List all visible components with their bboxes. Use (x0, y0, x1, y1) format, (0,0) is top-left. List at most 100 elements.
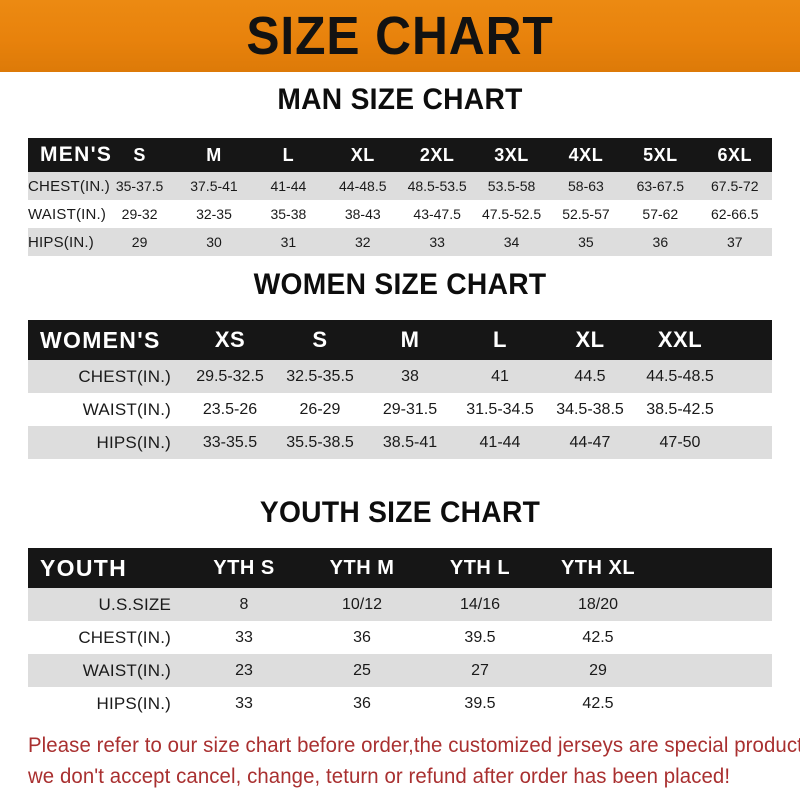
women-row-label: WAIST(IN.) (82, 399, 171, 419)
men-size-header: XL (350, 144, 375, 165)
women-row-label: CHEST(IN.) (78, 366, 171, 386)
table-row: WAIST(IN.) 23 25 27 29 (28, 654, 772, 687)
men-cell: 35-37.5 (115, 178, 164, 194)
women-cell: 33-35.5 (202, 433, 258, 451)
men-size-header: L (282, 144, 295, 165)
women-size-header: XS (214, 327, 246, 352)
women-size-header: XXL (657, 327, 703, 352)
men-size-table: MEN'S S M L XL 2XL 3XL 4XL 5XL 6XL CHEST… (28, 138, 772, 256)
table-row: HIPS(IN.) 33 36 39.5 42.5 (28, 687, 772, 720)
youth-cell: 36 (353, 694, 371, 712)
men-size-header: M (206, 144, 222, 165)
men-cell: 29 (131, 234, 148, 250)
youth-cell: 14/16 (459, 595, 501, 613)
women-size-header: M (400, 327, 420, 352)
women-cell: 31.5-34.5 (466, 400, 534, 418)
women-row-label: HIPS(IN.) (96, 432, 171, 452)
women-cell: 29-31.5 (382, 400, 438, 418)
women-cell: 38 (401, 367, 419, 385)
men-cell: 36 (652, 234, 669, 250)
youth-row-spacer (657, 621, 772, 654)
women-header-row: WOMEN'S XS S M L XL XXL (28, 320, 772, 360)
women-size-table: WOMEN'S XS S M L XL XXL CHEST(IN.) 29.5-… (28, 320, 772, 459)
women-cell: 44.5-48.5 (646, 367, 714, 385)
women-cell: 23.5-26 (202, 400, 258, 418)
women-cell: 38.5-42.5 (646, 400, 714, 418)
women-cell: 29.5-32.5 (196, 367, 264, 385)
youth-row-label: CHEST(IN.) (78, 627, 171, 647)
youth-header-spacer (657, 548, 772, 588)
men-cell: 43-47.5 (413, 206, 461, 222)
men-cell: 52.5-57 (562, 206, 610, 222)
women-size-header: XL (575, 327, 605, 352)
men-size-header: 6XL (717, 144, 753, 165)
youth-cell: 18/20 (577, 595, 619, 613)
men-cell: 47.5-52.5 (481, 206, 542, 222)
men-cell: 44-48.5 (339, 178, 387, 194)
youth-size-header: YTH XL (560, 556, 636, 579)
men-size-header: 2XL (419, 144, 455, 165)
men-cell: 62-66.5 (711, 206, 759, 222)
youth-row-spacer (657, 687, 772, 720)
table-row: HIPS(IN.) 29 30 31 32 33 34 35 36 37 (28, 228, 772, 256)
men-cell: 53.5-58 (487, 178, 536, 194)
youth-cell: 29 (589, 661, 607, 679)
women-cell: 32.5-35.5 (286, 367, 354, 385)
women-row-spacer (725, 360, 772, 393)
youth-table-head: YOUTH YTH S YTH M YTH L YTH XL (28, 548, 772, 588)
men-corner-label: MEN'S (40, 143, 113, 166)
women-header-spacer (725, 320, 772, 360)
men-cell: 67.5-72 (711, 178, 759, 194)
youth-table-body: U.S.SIZE 8 10/12 14/16 18/20 CHEST(IN.) … (28, 588, 772, 720)
youth-row-spacer (657, 588, 772, 621)
women-cell: 47-50 (659, 433, 701, 451)
women-table-head: WOMEN'S XS S M L XL XXL (28, 320, 772, 360)
youth-corner-label: YOUTH (40, 554, 127, 581)
men-size-header: 5XL (643, 144, 678, 165)
table-row: WAIST(IN.) 29-32 32-35 35-38 38-43 43-47… (28, 200, 772, 228)
page-title: SIZE CHART (246, 6, 554, 66)
men-cell: 34 (503, 234, 520, 250)
men-cell: 38-43 (344, 206, 381, 222)
youth-size-header: YTH M (329, 556, 395, 579)
women-table-body: CHEST(IN.) 29.5-32.5 32.5-35.5 38 41 44.… (28, 360, 772, 459)
youth-row-spacer (657, 654, 772, 687)
youth-cell: 33 (235, 694, 253, 712)
men-table-head: MEN'S S M L XL 2XL 3XL 4XL 5XL 6XL (28, 138, 772, 172)
women-section-title: WOMEN SIZE CHART (253, 268, 547, 301)
men-cell: 63-67.5 (636, 178, 685, 194)
men-cell: 33 (429, 234, 445, 250)
youth-row-label: HIPS(IN.) (96, 693, 171, 713)
youth-header-row: YOUTH YTH S YTH M YTH L YTH XL (28, 548, 772, 588)
men-cell: 29-32 (121, 206, 158, 222)
men-cell: 41-44 (270, 178, 307, 194)
men-cell: 35-38 (270, 206, 307, 222)
men-cell: 37 (726, 234, 743, 250)
youth-size-table: YOUTH YTH S YTH M YTH L YTH XL U.S.SIZE … (28, 548, 772, 720)
women-cell: 44.5 (574, 367, 606, 385)
men-cell: 57-62 (642, 206, 679, 222)
youth-cell: 25 (353, 661, 371, 679)
men-cell: 35 (578, 234, 594, 250)
table-row: U.S.SIZE 8 10/12 14/16 18/20 (28, 588, 772, 621)
disclaimer-note: Please refer to our size chart before or… (28, 730, 800, 792)
men-table-body: CHEST(IN.) 35-37.5 37.5-41 41-44 44-48.5… (28, 172, 772, 256)
women-row-spacer (725, 393, 772, 426)
disclaimer-line-2: we don't accept cancel, change, teturn o… (28, 765, 731, 788)
women-cell: 34.5-38.5 (556, 400, 624, 418)
men-cell: 30 (206, 234, 222, 250)
table-row: CHEST(IN.) 33 36 39.5 42.5 (28, 621, 772, 654)
youth-cell: 23 (235, 661, 253, 679)
women-cell: 41 (491, 367, 509, 385)
table-row: CHEST(IN.) 29.5-32.5 32.5-35.5 38 41 44.… (28, 360, 772, 393)
youth-cell: 36 (353, 628, 371, 646)
women-cell: 35.5-38.5 (286, 433, 354, 451)
table-row: HIPS(IN.) 33-35.5 35.5-38.5 38.5-41 41-4… (28, 426, 772, 459)
men-cell: 32-35 (196, 206, 232, 222)
men-cell: 58-63 (568, 178, 604, 194)
men-row-label: WAIST(IN.) (28, 205, 107, 223)
youth-cell: 33 (235, 628, 253, 646)
youth-row-label: WAIST(IN.) (82, 660, 171, 680)
youth-cell: 39.5 (464, 694, 496, 712)
header-banner: SIZE CHART (0, 0, 800, 72)
